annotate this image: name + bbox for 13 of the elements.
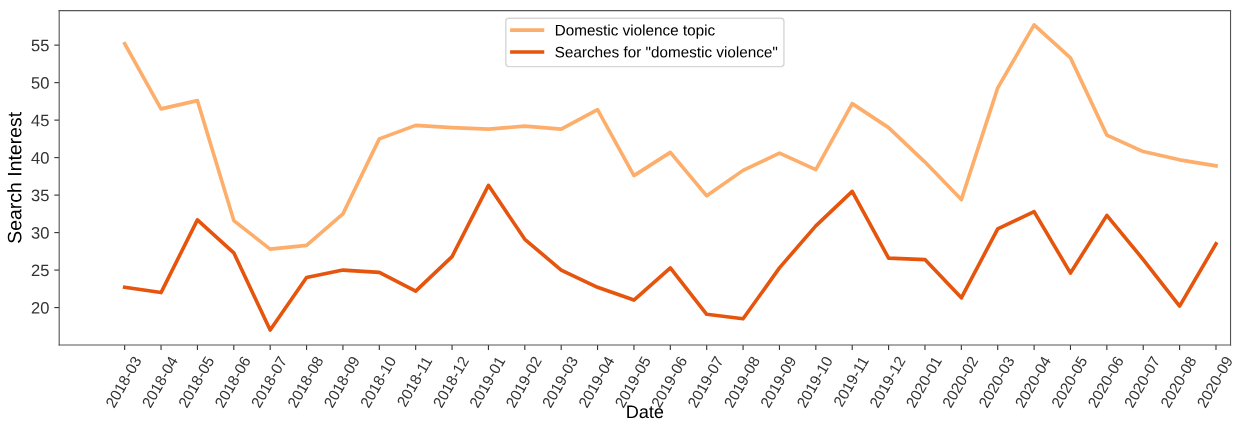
y-tick-label: 45 [31, 114, 49, 127]
y-tick-label: 30 [31, 226, 49, 239]
line-series [122, 23, 1218, 251]
y-axis-title: Search Interest [7, 112, 22, 243]
y-tick-label: 25 [31, 264, 49, 277]
legend-label: Domestic violence topic [555, 24, 715, 39]
y-tick-label: 20 [31, 301, 49, 314]
legend-label: Searches for "domestic violence" [555, 46, 778, 58]
y-tick-label: 35 [31, 189, 49, 202]
y-tick-label: 50 [31, 77, 49, 89]
y-tick-label: 55 [31, 39, 49, 52]
line-series [122, 183, 1218, 332]
y-tick-label: 40 [31, 152, 49, 164]
